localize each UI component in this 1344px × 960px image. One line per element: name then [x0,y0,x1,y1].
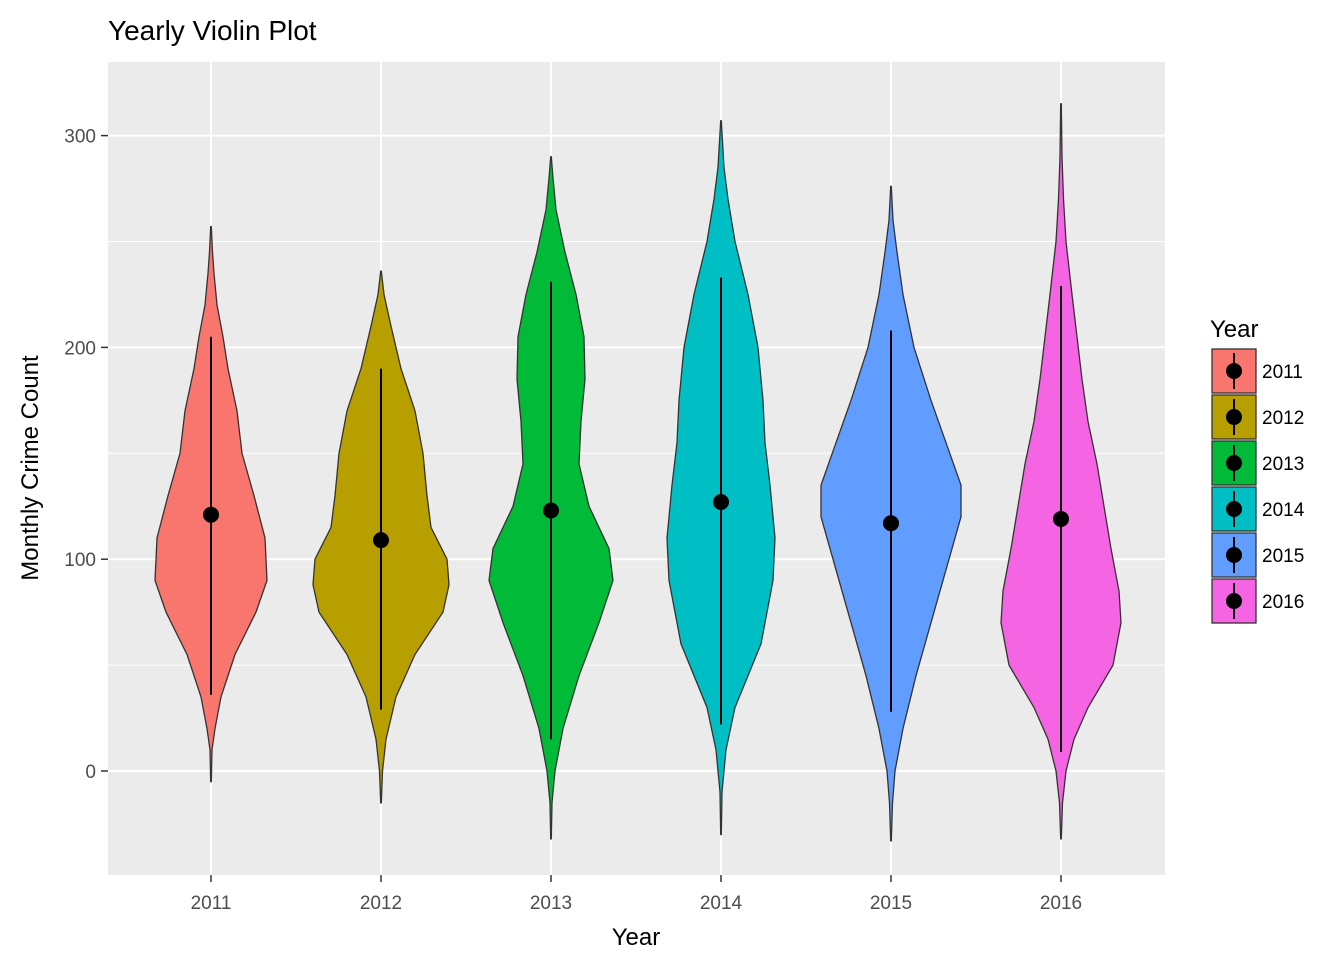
x-tick-label: 2012 [360,893,402,914]
chart-title: Yearly Violin Plot [108,15,317,46]
legend-label-2015: 2015 [1262,546,1304,567]
axes: 0 100 200 300 2011 2012 2013 2014 2015 2016 [64,127,1082,914]
legend-label-2016: 2016 [1262,592,1304,613]
x-axis-title: Year [612,924,661,951]
legend-title: Year [1210,316,1259,343]
violin-2012 [312,270,450,804]
violin-mean-point-2015 [883,515,899,532]
legend: Year 2011 2012 2013 2014 2015 2016 [1210,316,1305,624]
plot-panel [108,62,1165,875]
violin-mean-point-2016 [1053,510,1069,527]
violin-2016 [1000,103,1122,840]
y-tick-label: 300 [64,127,96,148]
y-axis-title: Monthly Crime Count [17,355,44,581]
legend-item-2014: 2014 [1211,486,1305,532]
legend-label-2012: 2012 [1262,408,1304,429]
x-tick-label: 2016 [1040,893,1082,914]
violin-2014 [666,120,776,836]
violins [154,103,1122,842]
x-tick-label: 2011 [191,893,232,914]
legend-key-point [1226,409,1242,425]
legend-key-point [1226,363,1242,379]
violin-2015 [820,185,962,842]
violin-mean-point-2014 [713,494,729,511]
y-tick-label: 100 [64,550,96,571]
legend-item-2012: 2012 [1211,394,1304,440]
legend-label-2011: 2011 [1262,362,1303,383]
legend-label-2013: 2013 [1262,454,1304,475]
x-tick-label: 2013 [530,893,572,914]
legend-item-2016: 2016 [1211,578,1304,624]
x-tick-label: 2015 [870,893,912,914]
legend-key-point [1226,593,1242,609]
legend-label-2014: 2014 [1262,500,1305,521]
legend-key-point [1226,501,1242,517]
legend-item-2011: 2011 [1211,348,1303,394]
x-tick-label: 2014 [700,893,743,914]
y-tick-label: 200 [64,338,96,359]
legend-key-point [1226,547,1242,563]
violin-mean-point-2013 [543,502,559,519]
violin-2011 [154,226,268,783]
violin-2013 [488,156,614,840]
legend-key-point [1226,455,1242,471]
violin-mean-point-2012 [373,532,389,549]
legend-item-2015: 2015 [1211,532,1304,578]
y-tick-label: 0 [85,762,96,783]
violin-mean-point-2011 [203,506,219,523]
legend-item-2013: 2013 [1211,440,1304,486]
